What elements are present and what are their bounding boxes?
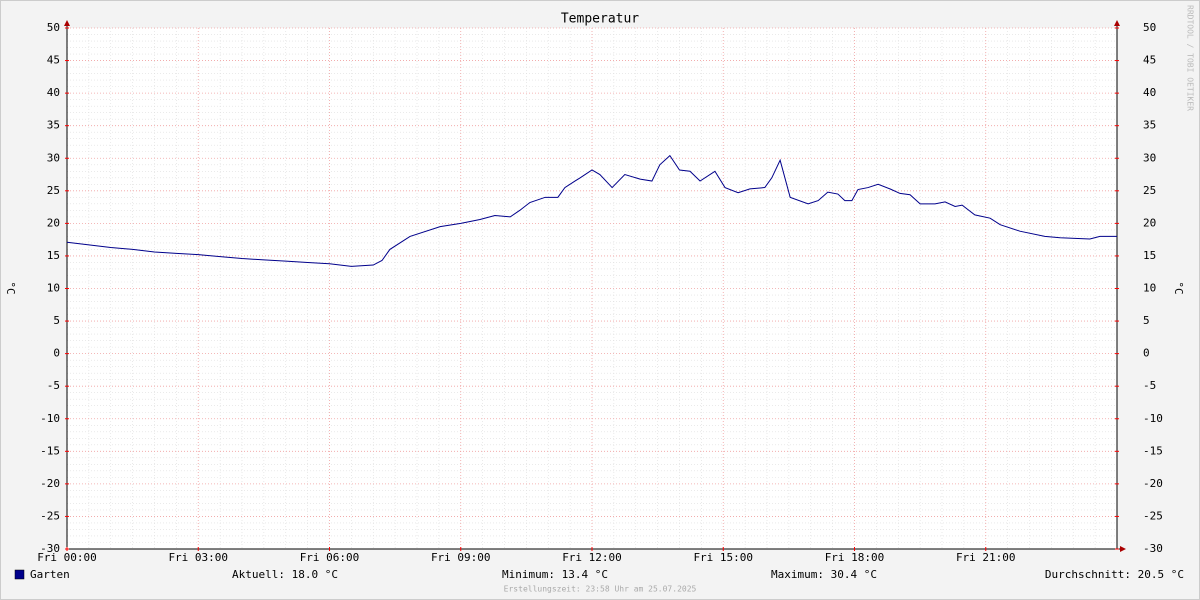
y2-axis-label: °C [1172,281,1185,294]
y2-tick-label: 45 [1143,54,1156,67]
y2-tick-label: 50 [1143,21,1156,34]
y-tick-label: -25 [40,509,60,522]
y2-tick-label: 0 [1143,347,1150,360]
x-tick-label: Fri 00:00 [37,551,97,564]
legend-swatch [14,569,25,580]
y-tick-label: 0 [53,347,60,360]
y-tick-label: 35 [47,119,60,132]
stat-avg: Durchschnitt: 20.5 °C [1045,568,1184,581]
y-tick-label: 45 [47,54,60,67]
y-tick-label: 30 [47,151,60,164]
y2-tick-label: -25 [1143,509,1163,522]
legend-label: Garten [30,568,70,581]
y-tick-label: 20 [47,216,60,229]
y2-tick-label: 10 [1143,282,1156,295]
y2-tick-label: 5 [1143,314,1150,327]
axis-arrow [1114,20,1120,26]
y-tick-label: -5 [47,379,60,392]
y-tick-label: 50 [47,21,60,34]
y2-tick-label: 20 [1143,216,1156,229]
x-tick-label: Fri 12:00 [562,551,622,564]
grid [66,27,1117,550]
footer: Erstellungszeit: 23:58 Uhr am 25.07.2025 [504,585,697,594]
y2-tick-label: -15 [1143,444,1163,457]
y2-tick-label: -30 [1143,542,1163,555]
y2-tick-label: 25 [1143,184,1156,197]
watermark: RRDTOOL / TOBI OETIKER [1186,5,1195,111]
axis-arrow [64,20,70,26]
y-tick-label: -10 [40,412,60,425]
data-line [66,154,1117,267]
x-tick-label: Fri 09:00 [431,551,491,564]
stat-current: Aktuell: 18.0 °C [232,568,338,581]
stat-min: Minimum: 13.4 °C [502,568,608,581]
x-tick-label: Fri 21:00 [956,551,1016,564]
y-tick-label: -30 [40,542,60,555]
x-tick-label: Fri 18:00 [825,551,885,564]
y-tick-label: 40 [47,86,60,99]
x-tick-label: Fri 06:00 [300,551,360,564]
y-tick-label: -20 [40,477,60,490]
y-axis-label: °C [4,281,17,294]
y2-tick-label: 35 [1143,119,1156,132]
x-tick-label: Fri 03:00 [168,551,228,564]
y-tick-label: 10 [47,282,60,295]
axis-arrow [1120,546,1126,552]
x-tick-label: Fri 15:00 [693,551,753,564]
y2-tick-label: 40 [1143,86,1156,99]
stat-max: Maximum: 30.4 °C [771,568,877,581]
y-tick-label: 15 [47,249,60,262]
y2-tick-label: -5 [1143,379,1156,392]
y2-tick-label: -20 [1143,477,1163,490]
chart-title: Temperatur [561,12,639,27]
y2-tick-label: 30 [1143,151,1156,164]
y2-tick-label: -10 [1143,412,1163,425]
y-tick-label: 5 [53,314,60,327]
y2-tick-label: 15 [1143,249,1156,262]
y-tick-label: 25 [47,184,60,197]
y-tick-label: -15 [40,444,60,457]
